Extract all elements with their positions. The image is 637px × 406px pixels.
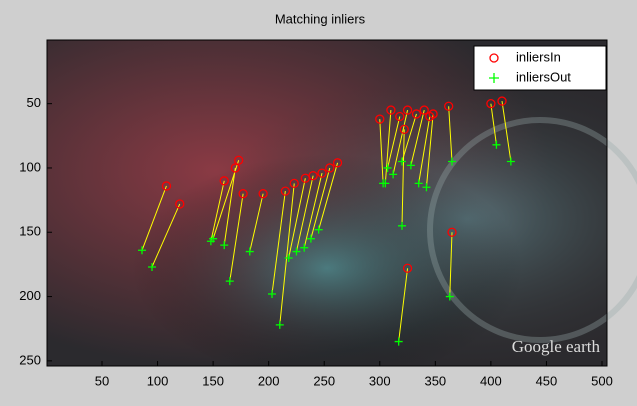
x-tick-label: 50 — [95, 373, 109, 388]
x-tick-label: 150 — [202, 373, 224, 388]
x-tick-label: 100 — [147, 373, 169, 388]
x-tick-label: 450 — [536, 373, 558, 388]
figure: Matching inliers Google earth 50 100 150 20… — [0, 0, 637, 406]
x-tick-label: 350 — [424, 373, 446, 388]
y-tick-label: 250 — [19, 352, 41, 367]
x-tick-label: 200 — [258, 373, 280, 388]
chart-title: Matching inliers — [275, 11, 366, 26]
x-tick-label: 250 — [313, 373, 335, 388]
y-tick-label: 200 — [19, 288, 41, 303]
legend-label: inliersIn — [516, 49, 561, 64]
x-tick-label: 400 — [480, 373, 502, 388]
y-tick-label: 150 — [19, 224, 41, 239]
legend-label: inliersOut — [516, 69, 571, 84]
x-tick-label: 500 — [591, 373, 613, 388]
x-tick-label: 300 — [369, 373, 391, 388]
watermark: Google earth — [512, 337, 601, 356]
y-tick-label: 50 — [27, 95, 41, 110]
y-tick-label: 100 — [19, 159, 41, 174]
